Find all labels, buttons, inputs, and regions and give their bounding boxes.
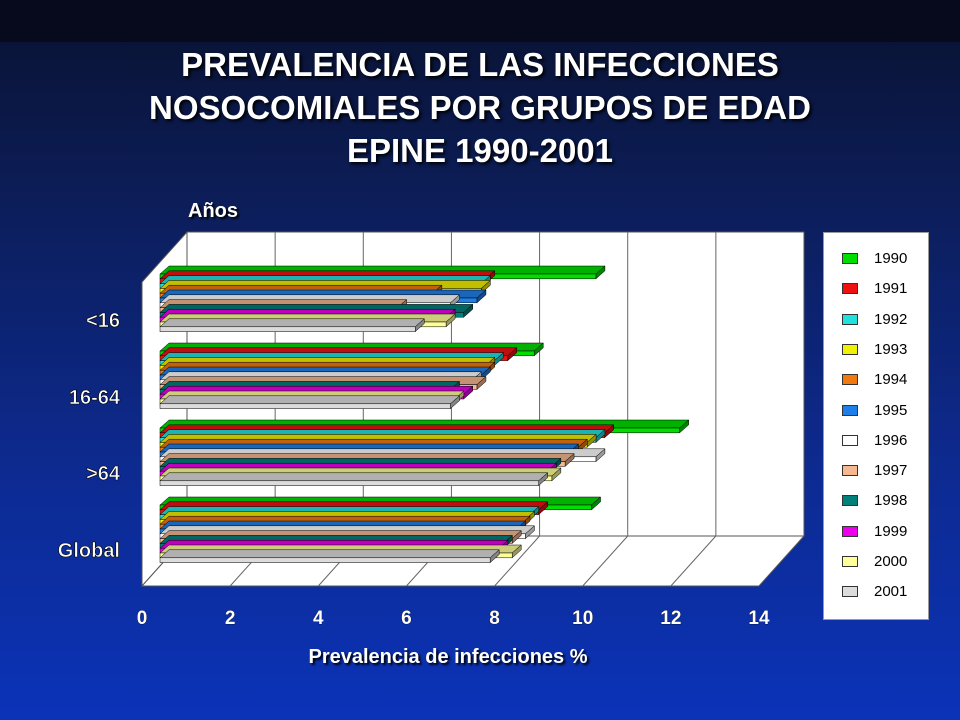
legend-item: 1996 <box>824 431 928 451</box>
legend-swatch <box>842 253 858 264</box>
legend-swatch <box>842 465 858 477</box>
legend-item: 2001 <box>824 582 928 602</box>
x-gridline-floor <box>582 535 629 587</box>
bar <box>159 480 539 486</box>
legend-item: 1999 <box>824 522 928 542</box>
legend-item: 1994 <box>824 370 928 390</box>
bar-top <box>159 318 425 328</box>
legend-label: 1996 <box>874 431 908 449</box>
legend-label: 1991 <box>874 280 908 298</box>
legend-item: 1995 <box>824 401 928 421</box>
y-category-label: >64 <box>86 463 121 485</box>
legend-label: 1992 <box>874 310 908 328</box>
legend-item: 1991 <box>824 279 928 299</box>
legend-item: 1993 <box>824 340 928 360</box>
legend-swatch <box>842 343 858 355</box>
legend-label: 1999 <box>874 522 908 540</box>
legend-swatch <box>842 374 858 386</box>
bar <box>159 403 451 409</box>
x-tick-label: 4 <box>313 608 324 629</box>
x-tick-label: 2 <box>225 608 236 629</box>
bar <box>159 557 491 563</box>
bar-top <box>159 549 500 559</box>
legend-label: 1995 <box>874 401 908 419</box>
x-tick-label: 14 <box>748 608 770 629</box>
x-tick-label: 12 <box>660 608 681 629</box>
legend-swatch <box>842 586 858 598</box>
legend-item: 1997 <box>824 461 928 481</box>
legend-label: 1994 <box>874 371 908 389</box>
legend-label: 2001 <box>874 583 908 601</box>
chart-legend: 1990 1991 1992 1993 1994 1995 1996 1997 1998 1999… <box>823 232 929 620</box>
x-tick-label: 8 <box>489 608 500 629</box>
y-axis-label: Años <box>188 200 238 222</box>
legend-swatch <box>842 283 858 295</box>
x-tick-label: 0 <box>137 608 148 629</box>
x-gridline-floor <box>494 535 540 587</box>
legend-swatch <box>842 525 858 537</box>
chart-title-line-3: EPINE 1990-2001 <box>346 132 613 169</box>
legend-swatch <box>842 313 858 325</box>
bar <box>159 326 416 332</box>
legend-label: 1993 <box>874 340 908 358</box>
x-tick-label: 10 <box>572 608 593 629</box>
top-band <box>0 0 960 42</box>
x-gridline-floor <box>670 535 717 587</box>
legend-label: 1998 <box>874 492 908 510</box>
bar-top <box>159 395 461 405</box>
x-tick-label: 6 <box>401 608 412 629</box>
y-category-label: <16 <box>86 310 120 332</box>
legend-label: 1990 <box>874 250 908 267</box>
chart-title-line-2: NOSOCOMIALES POR GRUPOS DE EDAD <box>149 89 811 126</box>
legend-swatch <box>842 495 858 507</box>
y-category-label: Global <box>58 540 120 562</box>
legend-swatch <box>842 434 858 446</box>
legend-item: 1990 <box>824 249 928 269</box>
legend-swatch <box>842 404 858 416</box>
legend-item: 1998 <box>824 491 928 511</box>
chart-title-line-1: PREVALENCIA DE LAS INFECCIONES <box>181 46 779 83</box>
bar-top <box>159 472 549 482</box>
legend-item: 2000 <box>824 552 928 572</box>
legend-item: 1992 <box>824 310 928 330</box>
legend-label: 1997 <box>874 462 908 480</box>
legend-label: 2000 <box>874 553 908 570</box>
x-axis-label: Prevalencia de infecciones % <box>308 646 588 668</box>
legend-swatch <box>842 556 858 567</box>
y-category-label: 16-64 <box>69 387 121 409</box>
